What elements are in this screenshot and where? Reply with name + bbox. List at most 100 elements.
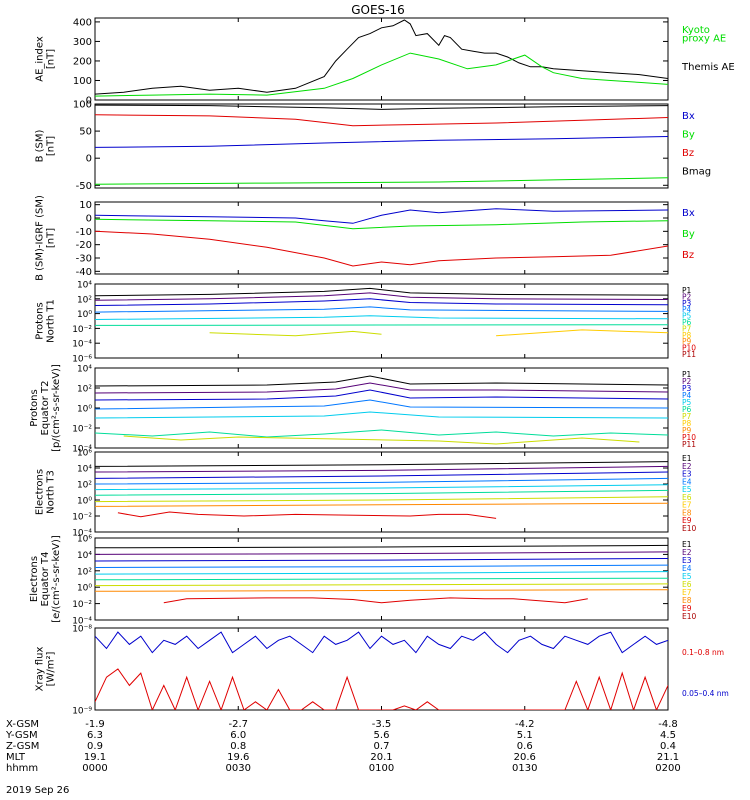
x-axis-row-label: MLT	[6, 752, 26, 763]
legend-entry: Bx	[682, 208, 695, 219]
y-tick-label: 10⁶	[77, 449, 92, 459]
legend: 0.1–0.8 nm 0.05–0.4 nm	[682, 648, 729, 698]
legend-entry: E9	[682, 604, 692, 613]
series-line-p5	[95, 315, 668, 320]
legend-entry: By	[682, 229, 695, 240]
y-tick-label: 10²	[77, 567, 92, 577]
series-line-e3	[95, 471, 668, 479]
legend-entry: E4	[682, 564, 692, 573]
x-axis-row-label: Y-GSM	[5, 730, 38, 741]
legend-entry: E6	[682, 493, 692, 502]
panel-frame	[94, 103, 669, 189]
y-tick-label: 50	[79, 127, 92, 138]
y-tick-label: 10⁻⁴	[72, 340, 92, 350]
legend-entry: E3	[682, 556, 692, 565]
x-axis-value: -4.2	[515, 719, 535, 730]
series-line-e8	[95, 589, 668, 592]
y-axis-label: B (SM)-IGRF (SM)	[35, 195, 46, 281]
legend-entry: Themis AE	[681, 62, 735, 73]
x-axis-value: 21.1	[657, 752, 679, 763]
y-tick-label: 10⁴	[77, 465, 92, 475]
legend-entry: Bz	[682, 148, 694, 159]
y-tick-label: 10⁻²	[72, 325, 92, 335]
legend-entry: P10	[682, 433, 696, 442]
series-line-by	[95, 177, 668, 185]
legend-entry: P1	[682, 286, 692, 295]
legend-entry: E7	[682, 501, 692, 510]
y-tick-label: 300	[73, 37, 92, 48]
series-line-e3	[95, 558, 668, 562]
legend-entry: Bmag	[682, 166, 711, 177]
legend-entry: E5	[682, 485, 692, 494]
x-axis-value: 5.6	[374, 730, 390, 741]
series-line-e8	[95, 502, 668, 507]
y-tick-label: 10⁻⁴	[72, 529, 92, 539]
series-line-e5	[95, 484, 668, 491]
y-axis-label: Electrons	[29, 556, 40, 602]
x-axis-row-label: hhmm	[6, 763, 38, 774]
y-tick-label: 0	[86, 214, 92, 225]
series-line-p5	[95, 411, 668, 419]
x-axis-value: 5.1	[517, 730, 533, 741]
legend-entry: E7	[682, 588, 692, 597]
x-axis-value: -2.7	[228, 719, 248, 730]
y-tick-label: 0	[86, 96, 92, 107]
y-tick-label: 10⁴	[77, 551, 92, 561]
x-axis-value: 0.7	[374, 741, 390, 752]
legend-entry: E1	[682, 540, 692, 549]
legend-entry: E8	[682, 508, 692, 517]
legend-entry: E8	[682, 596, 692, 605]
series-line-p3	[95, 298, 668, 306]
legend-entry: E6	[682, 580, 692, 589]
y-axis-label: [nT]	[46, 228, 57, 248]
y-tick-label: 10²	[77, 295, 92, 305]
series-line-0-05-0-4-nm	[95, 668, 668, 710]
legend-entry: E10	[682, 612, 697, 621]
series-line-bz	[95, 114, 668, 127]
panel-protons_t2: 10⁻⁴ 10⁻² 10⁰ 10² 10⁴ Protons Equator T2 [p/(cm…	[29, 364, 696, 454]
series-line-0-1-0-8-nm	[95, 631, 668, 654]
y-tick-label: 100	[73, 100, 92, 111]
series-group	[95, 104, 668, 185]
legend-entry: P5	[682, 398, 692, 407]
y-tick-label: -30	[76, 254, 92, 265]
y-tick-label: 10²	[77, 481, 92, 491]
panel-protons_t1: 10⁻⁶ 10⁻⁴ 10⁻² 10⁰ 10² 10⁴ Protons North T1 P1P2…	[35, 281, 697, 365]
series-line-e7	[95, 496, 668, 503]
y-axis-label: North T1	[46, 299, 57, 343]
legend-entry: P11	[682, 350, 696, 359]
y-tick-label: -40	[76, 267, 92, 278]
series-line-bx	[95, 208, 668, 224]
series-line-kyoto-proxy-ae	[95, 52, 668, 97]
legend-entry: P10	[682, 344, 696, 353]
legend-entry: P9	[682, 426, 692, 435]
series-line-e9	[163, 597, 588, 604]
y-tick-label: 10⁰	[77, 310, 92, 320]
legend-entry: E1	[682, 454, 692, 463]
series-group	[95, 287, 668, 337]
date-label: 2019 Sep 26	[6, 785, 69, 796]
series-line-bz	[95, 230, 668, 267]
series-line-bmag	[95, 104, 668, 110]
legend-entry: proxy AE	[682, 33, 726, 44]
y-tick-label: 10⁰	[77, 497, 92, 507]
x-axis-value: 0000	[82, 763, 107, 774]
series-line-e5	[95, 571, 668, 575]
y-tick-label: 10⁶	[77, 535, 92, 545]
series-group	[95, 631, 668, 710]
legend-entry: E2	[682, 548, 692, 557]
x-axis-value: 6.0	[230, 730, 246, 741]
series-line-p1	[95, 375, 668, 387]
plot-title: GOES-16	[351, 3, 405, 17]
x-axis-value: 0.8	[230, 741, 246, 752]
legend-entry: Bx	[682, 111, 695, 122]
panel-frame	[94, 201, 669, 275]
legend: Bx By Bz Bmag	[682, 111, 711, 178]
